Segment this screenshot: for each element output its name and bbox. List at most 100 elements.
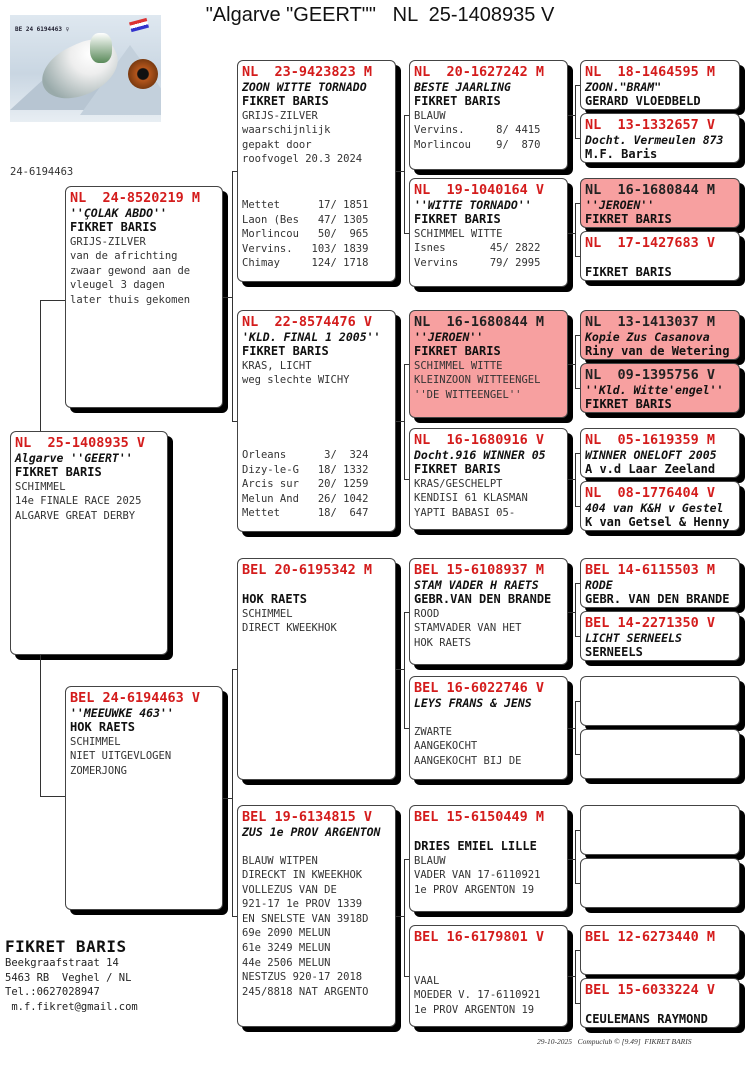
pedigree-box-gen4[interactable]: NL 20-1627242 M BESTE JAARLING FIKRET BARI… xyxy=(409,60,568,170)
pedigree-box-gen3[interactable]: BEL 20-6195342 M HOK RAETS SCHIMMEL DIRECT … xyxy=(237,558,396,780)
pedigree-box-gen5[interactable]: NL 18-1464595 M ZOON."BRAM" GERARD VLOEDBE… xyxy=(580,60,740,110)
pedigree-box-gen5[interactable]: BEL 12-6273440 M xyxy=(580,925,740,975)
pedigree-box-gen5[interactable]: BEL 15-6033224 V CEULEMANS RAYMOND xyxy=(580,978,740,1028)
ring-number: NL 13-1332657 V xyxy=(585,117,716,133)
ring-number: NL 05-1619359 M xyxy=(585,432,716,448)
ring-number: NL 18-1464595 M xyxy=(585,64,716,80)
pedigree-box-gen5[interactable]: NL 16-1680844 M ''JEROEN'' FIKRET BARIS xyxy=(580,178,740,228)
info-line: gepakt door xyxy=(242,138,312,151)
pigeon-name: ''MEEUWKE 463'' xyxy=(70,706,174,720)
pedigree-box-gen5[interactable]: NL 08-1776404 V 404 van K&H v Gestel K van… xyxy=(580,481,740,531)
race-result: Chimay 124/ 1718 xyxy=(242,257,369,270)
info-line: 921-17 1e PROV 1339 xyxy=(242,898,363,911)
pedigree-box-subject[interactable]: NL 25-1408935 V Algarve ''GEERT'' FIKRET B… xyxy=(10,431,168,655)
race-result: Laon (Bes 47/ 1305 xyxy=(242,213,369,226)
ring-number: BEL 16-6022746 V xyxy=(414,680,545,696)
pedigree-box-gen5[interactable]: NL 05-1619359 M WINNER ONELOFT 2005 A v.d … xyxy=(580,428,740,478)
info-line: vleugel 3 dagen xyxy=(70,279,165,292)
pedigree-box-gen5[interactable]: NL 09-1395756 V ''Kld. Witte'engel'' FIKRE… xyxy=(580,363,740,413)
race-result: Orleans 3/ 324 xyxy=(242,449,369,462)
info-line: 1e PROV ARGENTON 19 xyxy=(414,1003,535,1016)
breeder-name: GEBR. VAN DEN BRANDE xyxy=(585,592,730,606)
ring-number: NL 09-1395756 V xyxy=(585,367,716,383)
connector-line xyxy=(404,364,405,479)
pedigree-box-gen4[interactable]: BEL 15-6108937 M STAM VADER H RAETS GEBR.V… xyxy=(409,558,568,665)
connector-line xyxy=(40,796,65,797)
race-result: Arcis sur 20/ 1259 xyxy=(242,478,369,491)
ring-number: NL 22-8574476 V xyxy=(242,314,373,330)
pedigree-box-gen5[interactable] xyxy=(580,729,740,779)
ring-number: NL 24-8520219 M xyxy=(70,190,201,206)
breeder-name: FIKRET BARIS xyxy=(414,344,501,358)
footer: 29-10-2025 Compuclub © [9.49] FIKRET BAR… xyxy=(537,1037,692,1046)
breeder-name: Riny van de Wetering xyxy=(585,344,730,358)
pedigree-box-gen4[interactable]: NL 16-1680916 V Docht.916 WINNER 05 FIKRET… xyxy=(409,428,568,530)
connector-line xyxy=(223,798,232,799)
pedigree-box-gen5[interactable]: NL 13-1413037 M Kopie Zus Casanova Riny va… xyxy=(580,310,740,360)
ring-number: NL 17-1427683 V xyxy=(585,235,716,251)
pedigree-box-gen4[interactable]: BEL 16-6022746 V LEYS FRANS & JENS ZWARTE A… xyxy=(409,676,568,780)
pigeon-name: LEYS FRANS & JENS xyxy=(414,696,532,710)
pigeon-name: 'KLD. FINAL 1 2005'' xyxy=(242,330,381,344)
pedigree-box-gen5[interactable]: NL 17-1427683 V FIKRET BARIS xyxy=(580,231,740,281)
pigeon-name: Algarve ''GEERT'' xyxy=(15,451,133,465)
pigeon-name: ZOON."BRAM" xyxy=(585,80,662,94)
connector-line xyxy=(404,728,409,729)
pedigree-box-gen4[interactable]: BEL 15-6150449 M DRIES EMIEL LILLE BLAUW VA… xyxy=(409,805,568,912)
connector-line xyxy=(575,950,580,951)
pedigree-box-gen5[interactable] xyxy=(580,858,740,908)
race-result: Dizy-le-G 18/ 1332 xyxy=(242,463,369,476)
connector-line xyxy=(575,203,576,256)
info-line: MOEDER V. 17-6110921 xyxy=(414,989,541,1002)
info-line: NESTZUS 920-17 2018 xyxy=(242,971,363,984)
pedigree-box-gen5[interactable] xyxy=(580,676,740,726)
pedigree-box-gen4[interactable]: NL 19-1040164 V ''WITTE TORNADO'' FIKRET B… xyxy=(409,178,568,287)
race-result: Morlincou 9/ 870 xyxy=(414,138,541,151)
pedigree-box-gen3[interactable]: BEL 19-6134815 V ZUS 1e PROV ARGENTON BLAU… xyxy=(237,805,396,1027)
breeder-name xyxy=(414,959,564,974)
connector-line xyxy=(404,858,405,976)
connector-line xyxy=(232,916,237,917)
breeder-name: FIKRET BARIS xyxy=(585,265,672,279)
ring-number: BEL 24-6194463 V xyxy=(70,690,201,706)
connector-line xyxy=(575,701,576,754)
connector-line xyxy=(568,728,575,729)
breeder-name: CEULEMANS RAYMOND xyxy=(585,1012,708,1026)
connector-line xyxy=(575,506,580,507)
ring-number: BEL 12-6273440 M xyxy=(585,929,716,945)
pedigree-box-gen3[interactable]: NL 23-9423823 M ZOON WITTE TORNADO FIKRET … xyxy=(237,60,396,282)
pedigree-box-dam[interactable]: BEL 24-6194463 V ''MEEUWKE 463'' HOK RAETS… xyxy=(65,686,223,910)
connector-line xyxy=(575,335,576,388)
connector-line xyxy=(575,85,580,86)
pedigree-box-gen4[interactable]: BEL 16-6179801 V VAAL MOEDER V. 17-6110921… xyxy=(409,925,568,1027)
pedigree-box-gen5[interactable]: NL 13-1332657 V Docht. Vermeulen 873 M.F. … xyxy=(580,113,740,163)
pedigree-box-gen5[interactable]: BEL 14-6115503 M RODE GEBR. VAN DEN BRANDE xyxy=(580,558,740,608)
info-line: SCHIMMEL xyxy=(242,607,293,620)
pigeon-name: Docht.916 WINNER 05 xyxy=(414,448,546,462)
info-line: VOLLEZUS VAN DE xyxy=(242,883,337,896)
ring-number: BEL 14-6115503 M xyxy=(585,562,716,578)
pedigree-box-gen4[interactable]: NL 16-1680844 M ''JEROEN'' FIKRET BARIS SCH… xyxy=(409,310,568,418)
pigeon-name: LICHT SERNEELS xyxy=(585,631,682,645)
info-line: KRAS/GESCHELPT xyxy=(414,477,503,490)
photo-ring-text: BE 24 6194463 ♀ xyxy=(15,26,70,33)
info-line: ''DE WITTEENGEL'' xyxy=(414,388,522,401)
pedigree-box-sire[interactable]: NL 24-8520219 M ''ÇOLAK ABDO'' FIKRET BARI… xyxy=(65,186,223,408)
pedigree-box-gen5[interactable]: BEL 14-2271350 V LICHT SERNEELS SERNEELS xyxy=(580,611,740,661)
connector-line xyxy=(575,754,580,755)
breeder-name: FIKRET BARIS xyxy=(414,212,501,226)
connector-line xyxy=(575,583,580,584)
info-line: BLAUW xyxy=(414,854,446,867)
ring-number: BEL 19-6134815 V xyxy=(242,809,373,825)
info-line: weg slechte WICHY xyxy=(242,374,350,387)
pigeon-name: Docht. Vermeulen 873 xyxy=(585,133,724,147)
flag-logo xyxy=(129,17,149,33)
pedigree-box-gen5[interactable] xyxy=(580,805,740,855)
info-line: GRIJS-ZILVER xyxy=(70,235,146,248)
ring-number: BEL 14-2271350 V xyxy=(585,615,716,631)
pedigree-box-gen3[interactable]: NL 22-8574476 V 'KLD. FINAL 1 2005'' FIKRE… xyxy=(237,310,396,532)
info-line: AANGEKOCHT xyxy=(414,740,478,753)
info-line: 69e 2090 MELUN xyxy=(242,927,331,940)
breeder-name: FIKRET BARIS xyxy=(414,462,501,476)
connector-line xyxy=(404,115,409,116)
